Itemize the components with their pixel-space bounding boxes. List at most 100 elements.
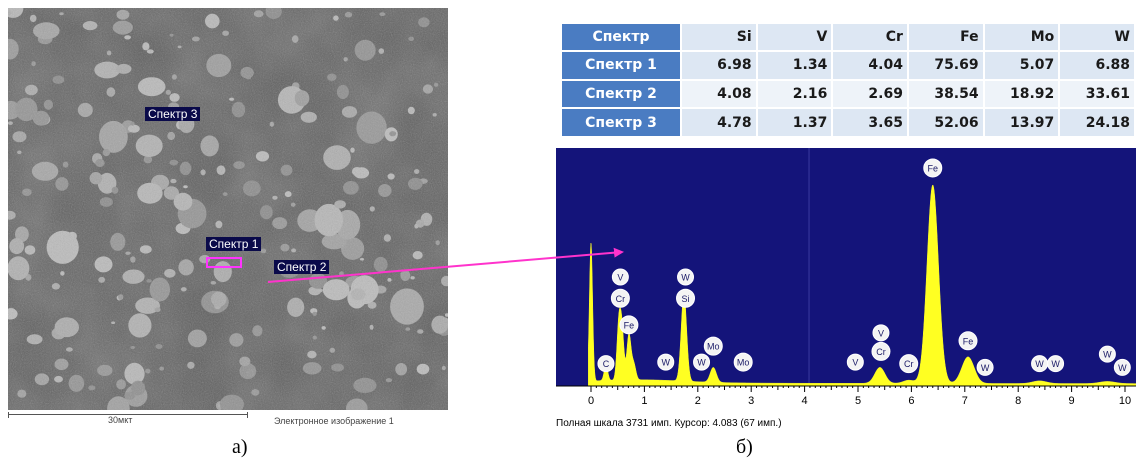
peak-label: W [1031,355,1049,373]
peak-label-text: W [1051,359,1060,369]
table-row: Спектр 2 4.08 2.16 2.69 38.54 18.92 33.6… [560,78,1136,110]
x-tick-label: 7 [962,395,968,407]
scale-label: 30мкт [108,415,133,425]
x-tick-label: 3 [748,395,754,407]
table-row: Спектр 3 4.78 1.37 3.65 52.06 13.97 24.1… [560,107,1136,138]
peak-label: Mo [703,336,723,356]
table-header-si: Si [680,22,758,52]
x-tick-label: 9 [1069,395,1075,407]
table-cell: 4.08 [680,78,758,110]
x-tick-label: 1 [641,395,647,407]
peak-label: W [976,358,994,376]
x-tick-label: 0 [588,395,594,407]
x-tick-label: 4 [802,395,808,407]
peak-label-text: Fe [624,320,635,330]
spectrum-1-tag: Спектр 1 [206,237,262,251]
peak-label: Fe [619,315,639,335]
peak-label: Cr [871,341,891,361]
peak-label-text: Fe [963,336,974,346]
eds-spectrum-panel: 0 1 2 3 4 5 6 7 8 9 10 C V Cr Fe W W Si W Mo Mo V V Cr Cr Fe Fe W W W… [556,148,1136,432]
peak-label-badge [677,268,695,286]
x-tick-label: 8 [1015,395,1021,407]
peak-label: Cr [610,288,630,308]
scale-tick-right [247,412,248,418]
peak-label: Mo [733,352,753,372]
peak-label-text: C [603,359,610,369]
peak-label: Fe [923,158,943,178]
peak-label: W [677,268,695,286]
table-cell: 52.06 [906,107,985,138]
peak-label-text: W [1118,363,1127,373]
peak-label-text: Si [682,294,690,304]
peak-label-badge [1098,345,1116,363]
table-header-mo: Mo [982,22,1061,52]
table-cell: 3.65 [831,107,909,138]
table-cell: 75.69 [906,50,985,81]
peak-label: W [1113,358,1131,376]
peak-label-badge [610,288,630,308]
peak-label-badge [958,331,978,351]
peak-label-badge [597,355,615,373]
peak-label: Fe [958,331,978,351]
table-header-fe: Fe [906,22,985,52]
peak-label-badge [676,288,696,308]
table-row-label: Спектр 3 [560,107,682,138]
peak-label-text: W [697,358,706,368]
peak-label: Cr [899,354,919,374]
table-cell: 6.98 [680,50,758,81]
panel-a-label: а) [232,436,248,458]
peak-label: W [1098,345,1116,363]
table-header-w: W [1058,22,1136,52]
peak-label-badge [923,158,943,178]
peak-label-text: Mo [707,342,720,352]
spectrum-1-marker [206,257,242,268]
peak-label-text: V [617,272,623,282]
table-cell: 2.16 [755,78,834,110]
spectrum-3-tag: Спектр 3 [145,107,201,121]
x-tick-label: 6 [908,395,914,407]
peak-label-text: Cr [876,347,886,357]
table-row-label: Спектр 2 [560,78,682,110]
peak-label: Si [676,288,696,308]
peak-label: C [597,355,615,373]
eds-status-line: Полная шкала 3731 имп. Курсор: 4.083 (67… [556,418,782,429]
peak-label-badge [899,354,919,374]
table-header-v: V [755,22,834,52]
peak-label-badge [976,358,994,376]
peak-label-text: Mo [737,358,750,368]
peak-label-badge [619,315,639,335]
x-tick-label: 10 [1119,395,1131,407]
x-tick-label: 5 [855,395,861,407]
table-cell: 5.07 [982,50,1061,81]
table-row: Спектр 1 6.98 1.34 4.04 75.69 5.07 6.88 [560,50,1136,81]
peak-label-text: Cr [904,359,914,369]
table-cell: 13.97 [982,107,1061,138]
peak-label: V [846,353,864,371]
x-tick-label: 2 [695,395,701,407]
peak-label-badge [1047,355,1065,373]
peak-label: V [611,268,629,286]
peak-label-text: V [878,328,884,338]
sem-caption: Электронное изображение 1 [274,416,394,426]
table-cell: 1.37 [755,107,834,138]
sem-micrograph: Спектр 3 Спектр 1 Спектр 2 [8,8,448,410]
spectrum-axis-area [556,386,1136,418]
table-header-spectrum: Спектр [560,22,682,52]
spectrum-trace [588,184,1136,387]
peak-label-text: W [1035,359,1044,369]
spectrum-plot-area [556,148,1136,386]
peak-label-badge [1113,358,1131,376]
table-cell: 24.18 [1058,107,1136,138]
peak-label-text: V [852,358,858,368]
peak-label-text: W [1103,350,1112,360]
peak-label: W [657,353,675,371]
table-cell: 2.69 [831,78,909,110]
table-cell: 18.92 [982,78,1061,110]
peak-label-badge [703,336,723,356]
peak-label-badge [846,353,864,371]
table-cell: 38.54 [906,78,985,110]
scale-bar: 30мкт [8,412,248,426]
peak-label-text: W [662,358,671,368]
peak-label-badge [733,352,753,372]
